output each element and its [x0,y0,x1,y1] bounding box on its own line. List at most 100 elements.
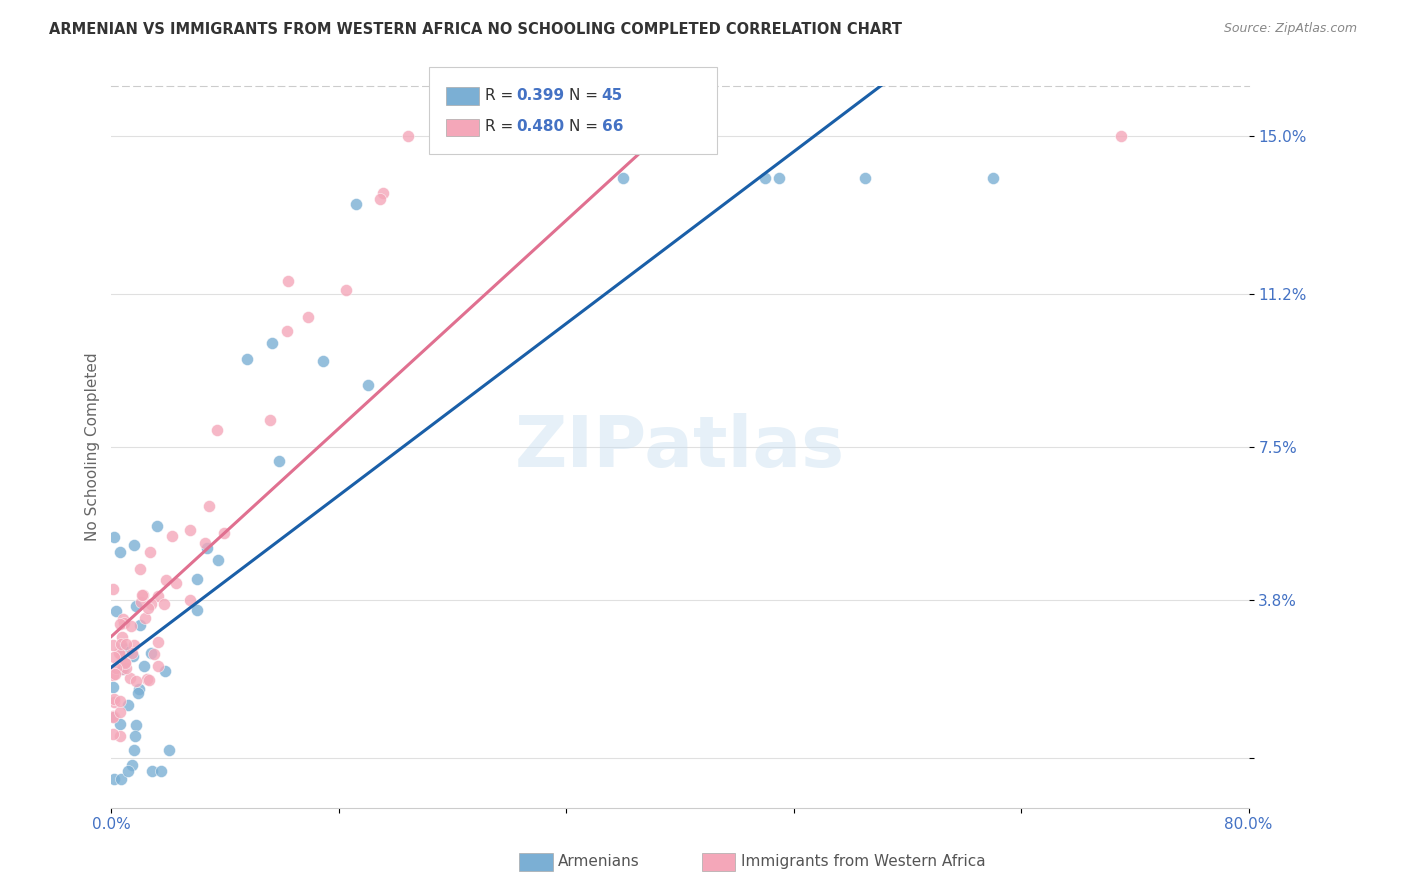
Point [121,649,143,664]
Point [148,589,170,603]
Point [110,648,132,663]
Point [138,673,160,687]
Text: ARMENIAN VS IMMIGRANTS FROM WESTERN AFRICA NO SCHOOLING COMPLETED CORRELATION CH: ARMENIAN VS IMMIGRANTS FROM WESTERN AFRI… [49,22,903,37]
Y-axis label: No Schooling Completed: No Schooling Completed [86,352,100,541]
Point [111,640,134,655]
Point [136,600,159,615]
Point [124,729,146,743]
Point [103,709,125,723]
Point [108,729,131,743]
Point [157,743,180,757]
Point [120,619,142,633]
Point [122,638,145,652]
Point [186,603,208,617]
Point [112,615,135,630]
Point [111,662,134,676]
Text: Immigrants from Western Africa: Immigrants from Western Africa [741,855,986,869]
Point [297,310,319,324]
Point [155,574,177,588]
Point [114,657,136,671]
Point [129,595,152,609]
Point [125,599,148,613]
Point [165,576,187,591]
Point [108,646,131,660]
Text: Source: ZipAtlas.com: Source: ZipAtlas.com [1223,22,1357,36]
Point [335,283,357,297]
Point [195,541,218,555]
Point [149,764,172,779]
Point [110,706,132,720]
Text: 0.480: 0.480 [516,120,564,134]
Point [236,351,259,366]
Point [267,454,290,468]
Point [108,716,131,731]
Point [103,530,125,544]
Point [101,638,124,652]
Point [105,604,128,618]
Point [105,661,128,675]
Point [115,637,138,651]
Point [179,524,201,538]
Point [103,772,125,786]
Point [357,377,380,392]
Point [368,192,391,206]
Text: ZIPatlas: ZIPatlas [515,412,845,482]
Point [276,324,298,338]
Point [117,645,139,659]
Point [115,661,138,675]
Point [396,129,419,144]
Point [146,518,169,533]
Point [103,710,125,724]
Point [125,718,148,732]
Point [104,667,127,681]
Point [121,646,143,660]
Point [117,698,139,712]
Point [108,616,131,631]
Point [453,129,475,144]
Text: Armenians: Armenians [558,855,640,869]
Point [112,611,135,625]
Point [981,170,1004,185]
Point [101,710,124,724]
Point [129,561,152,575]
Point [103,695,125,709]
Point [207,553,229,567]
Point [212,525,235,540]
Point [127,686,149,700]
Point [433,129,456,144]
Point [112,662,135,676]
Text: R =: R = [485,120,519,134]
Point [262,335,284,350]
Point [179,592,201,607]
Point [122,538,145,552]
Point [128,681,150,696]
Point [312,354,335,368]
Point [110,630,132,644]
Text: N =: N = [569,88,603,103]
Point [186,572,208,586]
Point [153,597,176,611]
Point [277,274,299,288]
Point [132,658,155,673]
Text: 0.399: 0.399 [516,88,564,103]
Point [108,545,131,559]
Point [101,727,124,741]
Point [136,672,159,686]
Point [139,545,162,559]
Point [101,680,124,694]
Point [153,665,176,679]
Point [259,413,281,427]
Point [1109,129,1132,144]
Point [139,646,162,660]
Point [143,647,166,661]
Point [125,674,148,689]
Point [205,423,228,437]
Point [162,529,184,543]
Point [120,672,142,686]
Text: N =: N = [569,120,603,134]
Point [101,582,124,596]
Text: 66: 66 [602,120,623,134]
Point [124,742,146,756]
Point [103,650,125,665]
Point [768,170,790,185]
